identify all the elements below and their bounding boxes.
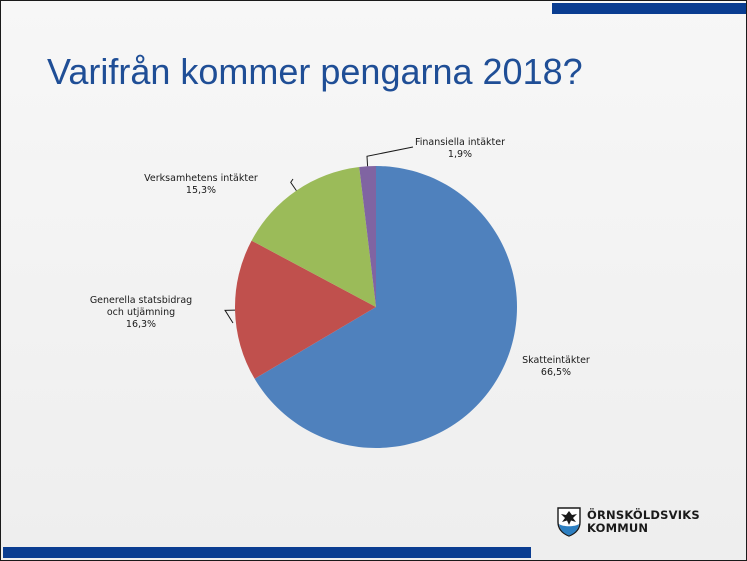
pie-slice-generella-statsbidrag bbox=[235, 240, 376, 379]
leader-line-verksamhetens-intakter bbox=[290, 178, 297, 191]
top-accent-bar bbox=[552, 3, 746, 14]
org-logo: ÖRNSKÖLDSVIKS KOMMUN bbox=[557, 507, 700, 537]
pie-slice-skatteintakter bbox=[254, 166, 517, 448]
pie-slice-verksamhetens-intakter bbox=[251, 167, 376, 307]
leader-line-finansiella-intakter bbox=[366, 146, 414, 167]
slide-title: Varifrån kommer pengarna 2018? bbox=[47, 51, 583, 92]
leader-line-generella-statsbidrag bbox=[224, 309, 236, 324]
data-label-generella-statsbidrag: Generella statsbidrag och utjämning 16,3% bbox=[90, 295, 192, 330]
data-label-verksamhetens-intakter: Verksamhetens intäkter 15,3% bbox=[144, 173, 258, 196]
data-label-finansiella-intakter: Finansiella intäkter 1,9% bbox=[415, 137, 505, 160]
logo-line-1: ÖRNSKÖLDSVIKS bbox=[587, 508, 700, 522]
data-label-skatteintakter: Skatteintäkter 66,5% bbox=[522, 355, 590, 378]
logo-line-2: KOMMUN bbox=[587, 521, 649, 535]
municipal-coat-of-arms-icon bbox=[557, 507, 581, 537]
pie-slice-finansiella-intakter bbox=[359, 166, 376, 307]
bottom-accent-bar bbox=[3, 547, 531, 558]
